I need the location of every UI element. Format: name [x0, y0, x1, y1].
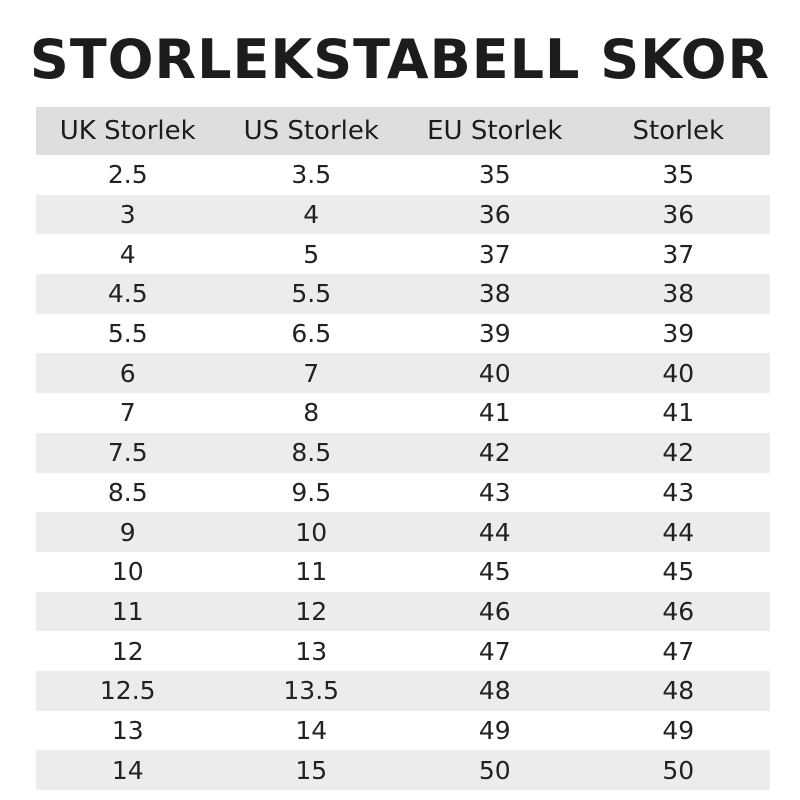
cell-size: 40	[586, 353, 770, 394]
cell-uk-size: 11	[36, 591, 220, 632]
cell-uk-size: 5.5	[36, 313, 220, 354]
cell-eu-size: 48	[403, 670, 587, 711]
cell-uk-size: 7.5	[36, 432, 220, 473]
table-row: 13 14 49 49	[36, 710, 770, 751]
header-eu-size: EU Storlek	[403, 107, 587, 155]
cell-uk-size: 13	[36, 710, 220, 751]
table-row: 10 11 45 45	[36, 551, 770, 592]
cell-eu-size: 46	[403, 591, 587, 632]
cell-eu-size: 40	[403, 353, 587, 394]
cell-eu-size: 38	[403, 274, 587, 314]
header-uk-size: UK Storlek	[36, 107, 220, 155]
table-row: 7 8 41 41	[36, 393, 770, 433]
cell-us-size: 6.5	[219, 313, 403, 354]
cell-eu-size: 39	[403, 313, 587, 354]
cell-uk-size: 12	[36, 631, 220, 671]
cell-size: 43	[586, 472, 770, 513]
cell-us-size: 8.5	[219, 432, 403, 473]
cell-us-size: 12	[219, 591, 403, 632]
cell-size: 49	[586, 710, 770, 751]
cell-us-size: 10	[219, 512, 403, 552]
cell-size: 45	[586, 551, 770, 592]
cell-us-size: 11	[219, 551, 403, 592]
cell-us-size: 9.5	[219, 472, 403, 513]
cell-size: 38	[586, 274, 770, 314]
table-header: UK Storlek US Storlek EU Storlek Storlek	[36, 107, 770, 155]
cell-eu-size: 35	[403, 155, 587, 195]
size-chart-table: UK Storlek US Storlek EU Storlek Storlek…	[36, 107, 770, 790]
table-row: 3 4 36 36	[36, 194, 770, 235]
cell-us-size: 3.5	[219, 155, 403, 195]
table-row: 4 5 37 37	[36, 234, 770, 275]
cell-uk-size: 4.5	[36, 274, 220, 314]
cell-eu-size: 45	[403, 551, 587, 592]
cell-size: 41	[586, 393, 770, 433]
cell-eu-size: 49	[403, 710, 587, 751]
cell-size: 48	[586, 670, 770, 711]
table-row: 12 13 47 47	[36, 631, 770, 671]
cell-size: 42	[586, 432, 770, 473]
cell-us-size: 13	[219, 631, 403, 671]
cell-us-size: 15	[219, 750, 403, 790]
table-row: 11 12 46 46	[36, 591, 770, 632]
table-row: 14 15 50 50	[36, 750, 770, 790]
cell-uk-size: 3	[36, 194, 220, 235]
cell-us-size: 8	[219, 393, 403, 433]
cell-size: 47	[586, 631, 770, 671]
cell-uk-size: 6	[36, 353, 220, 394]
cell-size: 39	[586, 313, 770, 354]
cell-uk-size: 8.5	[36, 472, 220, 513]
cell-eu-size: 36	[403, 194, 587, 235]
cell-us-size: 14	[219, 710, 403, 751]
cell-size: 35	[586, 155, 770, 195]
table-row: 7.5 8.5 42 42	[36, 432, 770, 473]
header-size: Storlek	[586, 107, 770, 155]
page-title: STORLEKSTABELL SKOR	[29, 28, 771, 91]
cell-uk-size: 10	[36, 551, 220, 592]
cell-us-size: 5.5	[219, 274, 403, 314]
cell-uk-size: 14	[36, 750, 220, 790]
table-row: 12.5 13.5 48 48	[36, 670, 770, 711]
table-row: 2.5 3.5 35 35	[36, 155, 770, 195]
cell-us-size: 7	[219, 353, 403, 394]
cell-eu-size: 41	[403, 393, 587, 433]
cell-eu-size: 37	[403, 234, 587, 275]
header-row: UK Storlek US Storlek EU Storlek Storlek	[36, 107, 770, 155]
header-us-size: US Storlek	[219, 107, 403, 155]
cell-us-size: 4	[219, 194, 403, 235]
table-row: 9 10 44 44	[36, 512, 770, 552]
cell-size: 46	[586, 591, 770, 632]
cell-us-size: 5	[219, 234, 403, 275]
cell-eu-size: 50	[403, 750, 587, 790]
cell-eu-size: 43	[403, 472, 587, 513]
table-row: 4.5 5.5 38 38	[36, 274, 770, 314]
cell-us-size: 13.5	[219, 670, 403, 711]
table-row: 6 7 40 40	[36, 353, 770, 394]
table-body: 2.5 3.5 35 35 3 4 36 36 4 5 37 37 4.5 5.5 38 38 5.5 6.5 39…	[36, 155, 770, 790]
cell-eu-size: 44	[403, 512, 587, 552]
cell-eu-size: 42	[403, 432, 587, 473]
cell-eu-size: 47	[403, 631, 587, 671]
cell-size: 44	[586, 512, 770, 552]
cell-size: 50	[586, 750, 770, 790]
cell-uk-size: 4	[36, 234, 220, 275]
cell-uk-size: 7	[36, 393, 220, 433]
cell-size: 37	[586, 234, 770, 275]
cell-uk-size: 2.5	[36, 155, 220, 195]
table-row: 8.5 9.5 43 43	[36, 472, 770, 513]
cell-uk-size: 9	[36, 512, 220, 552]
cell-uk-size: 12.5	[36, 670, 220, 711]
cell-size: 36	[586, 194, 770, 235]
table-row: 5.5 6.5 39 39	[36, 313, 770, 354]
